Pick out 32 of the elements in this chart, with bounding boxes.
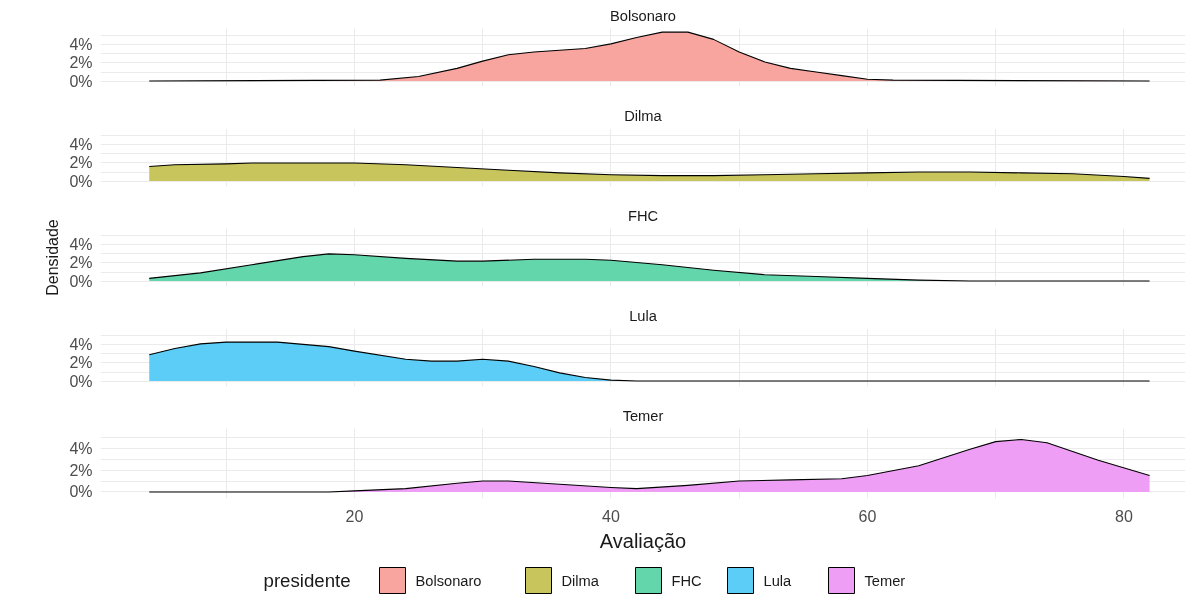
y-tick-label: 4% xyxy=(69,236,93,254)
x-axis-title: Avaliação xyxy=(599,529,687,552)
y-tick-label: 2% xyxy=(69,354,93,372)
text: FHC xyxy=(671,572,703,589)
legend-label: Temer xyxy=(864,572,906,589)
x-tick-label: 60 xyxy=(858,507,877,525)
y-tick-label: 2% xyxy=(69,461,93,479)
y-tick-label: 0% xyxy=(69,483,93,501)
y-tick-label: 2% xyxy=(69,254,93,272)
text: Lula xyxy=(763,572,793,589)
y-tick-label: 2% xyxy=(69,154,93,172)
y-axis-title: Densidade xyxy=(44,219,62,296)
y-tick-label: 0% xyxy=(69,372,93,390)
y-tick-label: 0% xyxy=(69,72,93,90)
chart-title: Dilma xyxy=(624,107,663,124)
chart-title: Temer xyxy=(622,407,664,424)
y-tick-label: 0% xyxy=(69,272,93,290)
chart-title: FHC xyxy=(627,207,659,224)
x-tick-label: 40 xyxy=(602,507,620,525)
chart-title: Bolsonaro xyxy=(610,7,676,24)
y-tick-label: 4% xyxy=(69,336,93,354)
legend-label: Bolsonaro xyxy=(415,572,482,589)
legend-title: presidente xyxy=(263,570,351,591)
y-tick-label: 4% xyxy=(69,439,93,457)
x-tick-label: 20 xyxy=(345,507,364,525)
y-tick-label: 4% xyxy=(69,136,93,154)
y-tick-label: 2% xyxy=(69,54,93,72)
y-tick-label: 0% xyxy=(69,172,93,190)
chart-title: Lula xyxy=(629,307,658,324)
y-tick-label: 4% xyxy=(69,36,93,54)
text: Dilma xyxy=(561,572,600,589)
x-tick-label: 80 xyxy=(1115,507,1133,525)
